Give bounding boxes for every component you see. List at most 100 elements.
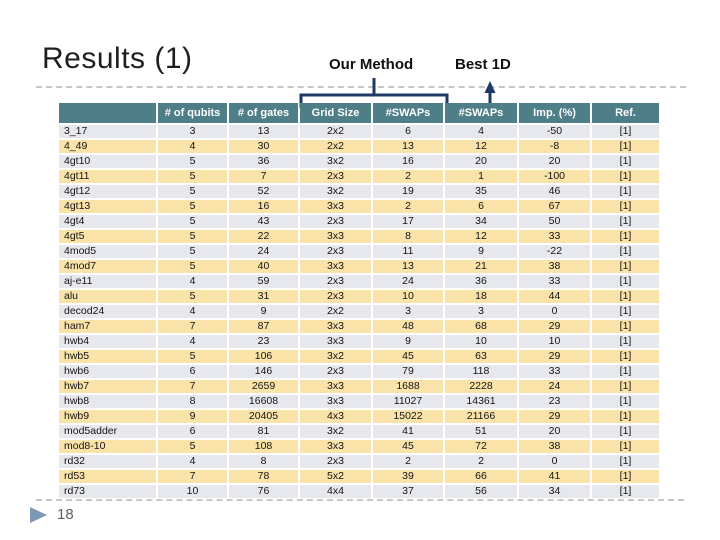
value-cell: 50 bbox=[519, 215, 590, 228]
value-cell: 146 bbox=[229, 365, 298, 378]
value-cell: 45 bbox=[373, 440, 443, 453]
value-cell: 24 bbox=[519, 380, 590, 393]
value-cell: 5 bbox=[158, 440, 227, 453]
value-cell: 2x3 bbox=[300, 170, 371, 183]
value-cell: [1] bbox=[592, 470, 659, 483]
value-cell: [1] bbox=[592, 440, 659, 453]
value-cell: 4 bbox=[158, 455, 227, 468]
value-cell: [1] bbox=[592, 350, 659, 363]
table-row: hwb5 5 106 3x2 45 63 29 [1] bbox=[59, 350, 659, 363]
value-cell: 6 bbox=[373, 125, 443, 138]
value-cell: 56 bbox=[445, 485, 517, 498]
column-header: Imp. (%) bbox=[519, 103, 590, 123]
value-cell: 17 bbox=[373, 215, 443, 228]
value-cell: 2659 bbox=[229, 380, 298, 393]
circuit-name-cell: ham7 bbox=[59, 320, 156, 333]
value-cell: 29 bbox=[519, 320, 590, 333]
circuit-name-cell: alu bbox=[59, 290, 156, 303]
value-cell: 4 bbox=[445, 125, 517, 138]
value-cell: 3x3 bbox=[300, 380, 371, 393]
value-cell: 20 bbox=[519, 155, 590, 168]
value-cell: 13 bbox=[229, 125, 298, 138]
value-cell: 7 bbox=[158, 380, 227, 393]
value-cell: 13 bbox=[373, 140, 443, 153]
value-cell: 5 bbox=[158, 215, 227, 228]
value-cell: 20405 bbox=[229, 410, 298, 423]
value-cell: 4 bbox=[158, 335, 227, 348]
value-cell: 37 bbox=[373, 485, 443, 498]
value-cell: 2228 bbox=[445, 380, 517, 393]
circuit-name-cell: 3_17 bbox=[59, 125, 156, 138]
table-row: 4gt5 5 22 3x3 8 12 33 [1] bbox=[59, 230, 659, 243]
table-row: hwb7 7 2659 3x3 1688 2228 24 [1] bbox=[59, 380, 659, 393]
value-cell: 14361 bbox=[445, 395, 517, 408]
value-cell: [1] bbox=[592, 245, 659, 258]
table-row: hwb9 9 20405 4x3 15022 21166 29 [1] bbox=[59, 410, 659, 423]
table-row: hwb6 6 146 2x3 79 118 33 [1] bbox=[59, 365, 659, 378]
value-cell: 3 bbox=[158, 125, 227, 138]
value-cell: 33 bbox=[519, 230, 590, 243]
table-row: aj-e11 4 59 2x3 24 36 33 [1] bbox=[59, 275, 659, 288]
table-row: decod24 4 9 2x2 3 3 0 [1] bbox=[59, 305, 659, 318]
value-cell: [1] bbox=[592, 230, 659, 243]
value-cell: 2x3 bbox=[300, 290, 371, 303]
title-divider-dashed-line bbox=[36, 86, 686, 88]
value-cell: 3x2 bbox=[300, 425, 371, 438]
table-row: 4gt11 5 7 2x3 2 1 -100 [1] bbox=[59, 170, 659, 183]
value-cell: 3x2 bbox=[300, 185, 371, 198]
value-cell: 2 bbox=[445, 455, 517, 468]
value-cell: 10 bbox=[373, 290, 443, 303]
value-cell: 44 bbox=[519, 290, 590, 303]
value-cell: [1] bbox=[592, 200, 659, 213]
value-cell: 4 bbox=[158, 140, 227, 153]
value-cell: [1] bbox=[592, 425, 659, 438]
value-cell: 87 bbox=[229, 320, 298, 333]
value-cell: 6 bbox=[445, 200, 517, 213]
value-cell: 2x3 bbox=[300, 275, 371, 288]
value-cell: 11027 bbox=[373, 395, 443, 408]
value-cell: 9 bbox=[229, 305, 298, 318]
value-cell: -8 bbox=[519, 140, 590, 153]
value-cell: 16608 bbox=[229, 395, 298, 408]
circuit-name-cell: hwb9 bbox=[59, 410, 156, 423]
value-cell: 106 bbox=[229, 350, 298, 363]
value-cell: 3x3 bbox=[300, 395, 371, 408]
value-cell: 5 bbox=[158, 260, 227, 273]
value-cell: 34 bbox=[445, 215, 517, 228]
footer-dashed-line bbox=[36, 499, 684, 501]
circuit-name-cell: decod24 bbox=[59, 305, 156, 318]
value-cell: 108 bbox=[229, 440, 298, 453]
value-cell: 5 bbox=[158, 200, 227, 213]
circuit-name-cell: 4gt4 bbox=[59, 215, 156, 228]
value-cell: 5 bbox=[158, 245, 227, 258]
value-cell: 2x3 bbox=[300, 365, 371, 378]
value-cell: 15022 bbox=[373, 410, 443, 423]
table-row: mod8-10 5 108 3x3 45 72 38 [1] bbox=[59, 440, 659, 453]
value-cell: 4 bbox=[158, 275, 227, 288]
value-cell: 7 bbox=[158, 470, 227, 483]
value-cell: 51 bbox=[445, 425, 517, 438]
value-cell: 9 bbox=[158, 410, 227, 423]
circuit-name-cell: 4gt5 bbox=[59, 230, 156, 243]
value-cell: 3x3 bbox=[300, 260, 371, 273]
triangle-icon bbox=[30, 506, 47, 523]
value-cell: 5 bbox=[158, 230, 227, 243]
circuit-name-cell: rd53 bbox=[59, 470, 156, 483]
value-cell: 81 bbox=[229, 425, 298, 438]
value-cell: [1] bbox=[592, 260, 659, 273]
value-cell: [1] bbox=[592, 320, 659, 333]
table-row: rd53 7 78 5x2 39 66 41 [1] bbox=[59, 470, 659, 483]
value-cell: 8 bbox=[373, 230, 443, 243]
table-row: alu 5 31 2x3 10 18 44 [1] bbox=[59, 290, 659, 303]
column-header: Grid Size bbox=[300, 103, 371, 123]
value-cell: [1] bbox=[592, 140, 659, 153]
best-1d-label: Best 1D bbox=[455, 56, 511, 73]
value-cell: 34 bbox=[519, 485, 590, 498]
value-cell: 3x3 bbox=[300, 200, 371, 213]
value-cell: 29 bbox=[519, 350, 590, 363]
value-cell: 4x3 bbox=[300, 410, 371, 423]
page-title: Results (1) bbox=[42, 42, 193, 75]
circuit-name-cell: hwb6 bbox=[59, 365, 156, 378]
value-cell: 9 bbox=[373, 335, 443, 348]
value-cell: 3 bbox=[373, 305, 443, 318]
